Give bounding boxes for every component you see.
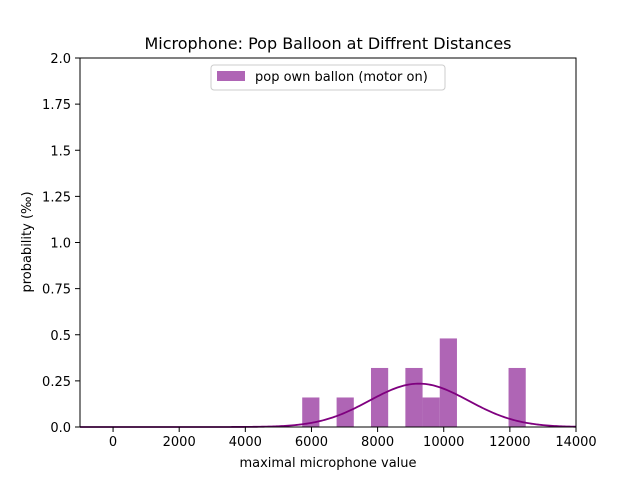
- x-tick-label: 10000: [423, 435, 464, 450]
- y-axis-ticks: 0.0 0.25 0.5 0.75 1.0 1.25 1.5 1.75 2.0: [42, 52, 80, 436]
- y-tick-label: 1.75: [42, 98, 71, 113]
- x-tick-label: 14000: [555, 435, 596, 450]
- x-tick-label: 12000: [489, 435, 530, 450]
- x-tick-label: 8000: [361, 435, 394, 450]
- x-axis-label: maximal microphone value: [239, 456, 416, 471]
- y-tick-label: 0.25: [42, 375, 71, 390]
- x-tick-label: 6000: [295, 435, 328, 450]
- y-tick-label: 1.25: [42, 190, 71, 205]
- x-axis-ticks: 0 2000 4000 6000 8000 10000 12000 14000: [109, 427, 597, 450]
- histogram-bar: [439, 338, 457, 427]
- x-tick-label: 4000: [229, 435, 262, 450]
- y-tick-label: 0.75: [42, 283, 71, 298]
- legend: pop own ballon (motor on): [210, 64, 446, 91]
- legend-label: pop own ballon (motor on): [255, 70, 428, 85]
- histogram-bar: [508, 367, 526, 427]
- legend-swatch: [217, 71, 245, 81]
- x-tick-label: 2000: [163, 435, 196, 450]
- histogram-bar: [302, 397, 320, 427]
- legend-box: [210, 64, 446, 91]
- histogram-bars: [302, 338, 526, 427]
- histogram-bar: [422, 397, 440, 427]
- y-tick-label: 1.5: [50, 144, 71, 159]
- histogram-bar: [370, 367, 389, 427]
- histogram-bar: [405, 367, 423, 427]
- x-tick-label: 0: [109, 435, 117, 450]
- y-tick-label: 1.0: [50, 237, 71, 252]
- y-tick-label: 2.0: [50, 52, 71, 67]
- y-tick-label: 0.0: [50, 421, 71, 436]
- y-axis-label: probability (‰): [20, 191, 35, 292]
- chart-title: Microphone: Pop Balloon at Diffrent Dist…: [144, 34, 511, 53]
- y-tick-label: 0.5: [50, 329, 71, 344]
